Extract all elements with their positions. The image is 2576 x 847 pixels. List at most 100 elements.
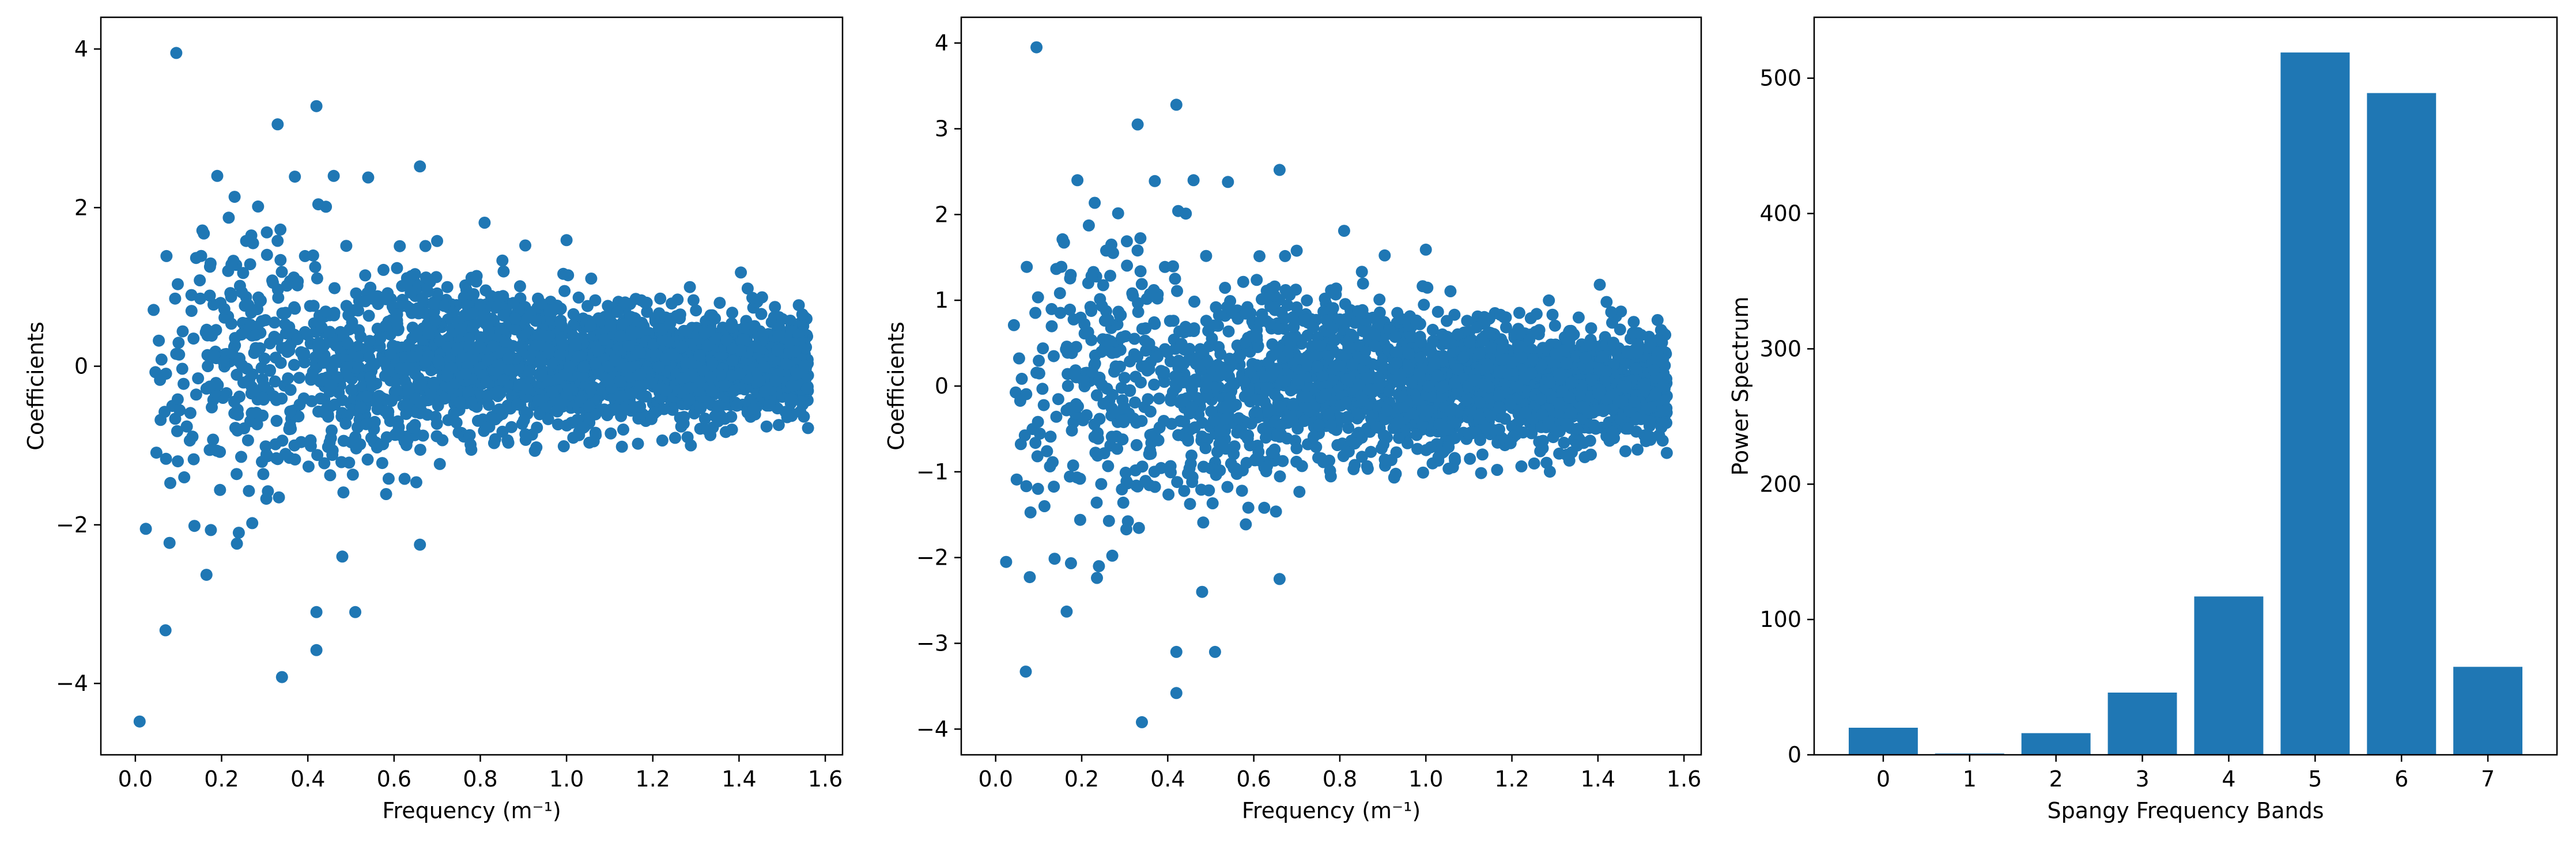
scatter-point	[414, 379, 426, 391]
scatter-point	[222, 211, 235, 224]
scatter-point	[1357, 277, 1369, 290]
scatter-point	[1282, 345, 1294, 357]
scatter-point	[1341, 336, 1353, 349]
scatter-point	[1355, 266, 1368, 278]
scatter-point	[535, 369, 547, 382]
scatter-point	[218, 302, 231, 315]
scatter-point	[176, 325, 189, 338]
scatter-point	[242, 298, 255, 311]
scatter-point	[658, 403, 670, 415]
scatter-point	[1130, 370, 1142, 383]
scatter-point	[1444, 285, 1457, 297]
scatter-point	[1037, 399, 1050, 411]
scatter-point	[1010, 473, 1023, 486]
scatter-point	[589, 357, 602, 370]
scatter-point	[622, 340, 634, 353]
scatter-point	[192, 372, 205, 385]
scatter-point	[474, 331, 487, 343]
scatter-point	[425, 387, 437, 399]
scatter-point	[1091, 572, 1103, 584]
scatter-point	[289, 453, 301, 466]
scatter-point	[454, 323, 467, 335]
scatter-point	[714, 369, 727, 381]
scatter-point	[465, 396, 478, 409]
x-tick-label: 0.0	[118, 766, 153, 792]
scatter-points	[133, 47, 814, 728]
scatter-point	[1268, 280, 1281, 293]
scatter-point	[1543, 294, 1555, 307]
scatter-point	[364, 335, 376, 347]
scatter-point	[1314, 339, 1327, 352]
scatter-point	[176, 362, 188, 375]
scatter-point	[791, 367, 803, 380]
scatter-point	[530, 441, 543, 453]
scatter-point	[1032, 291, 1044, 304]
scatter-point	[656, 334, 669, 346]
scatter-point	[555, 334, 568, 346]
scatter-point	[360, 418, 372, 430]
y-axis-label: Coefficients	[23, 322, 48, 451]
scatter-point	[467, 307, 479, 320]
scatter-point	[1021, 260, 1033, 273]
scatter-point	[720, 334, 733, 346]
scatter-point	[245, 407, 258, 419]
scatter-point	[492, 290, 505, 303]
scatter-point	[205, 524, 217, 536]
scatter-point	[1262, 405, 1274, 418]
scatter-point	[769, 301, 781, 313]
scatter-point	[1237, 275, 1249, 288]
scatter-point	[1242, 501, 1255, 514]
scatter-point	[258, 352, 271, 365]
scatter-point	[1139, 334, 1151, 347]
scatter-point	[1307, 430, 1320, 443]
scatter-point	[683, 281, 696, 293]
scatter-point	[164, 477, 176, 489]
x-tick-label: 1.2	[636, 766, 670, 792]
scatter-point	[1127, 289, 1139, 302]
scatter-point	[379, 320, 392, 332]
scatter-point	[1067, 459, 1079, 472]
scatter-point	[1134, 265, 1147, 278]
scatter-point	[260, 493, 273, 505]
scatter-point	[509, 312, 522, 325]
scatter-point	[481, 354, 494, 366]
scatter-point	[274, 223, 287, 236]
scatter-point	[497, 309, 510, 322]
scatter-point	[1064, 269, 1077, 281]
scatter-point	[1048, 553, 1061, 565]
scatter-point	[1270, 505, 1282, 518]
scatter-point	[1310, 441, 1323, 453]
scatter-point	[511, 398, 524, 411]
scatter-point	[463, 429, 476, 441]
scatter-point	[1128, 332, 1141, 345]
scatter-point	[1015, 372, 1028, 385]
scatter-point	[1007, 319, 1020, 331]
scatter-point	[1023, 571, 1036, 584]
scatter-point	[210, 444, 223, 457]
scatter-point	[406, 421, 418, 434]
scatter-point	[304, 434, 317, 447]
scatter-point	[577, 370, 590, 383]
scatter-point	[1476, 448, 1489, 461]
scatter-point	[1100, 244, 1112, 257]
scatter-point	[641, 305, 654, 318]
scatter-point	[255, 315, 268, 327]
scatter-point	[1205, 405, 1218, 418]
scatter-point	[752, 330, 765, 342]
scatter-point	[353, 350, 366, 363]
scatter-point	[317, 357, 330, 369]
scatter-point	[293, 372, 305, 384]
scatter-point	[319, 305, 332, 318]
scatter-point	[203, 380, 216, 393]
scatter-point	[1038, 500, 1051, 512]
scatter-point	[302, 460, 315, 473]
scatter-point	[350, 442, 362, 455]
scatter-point	[617, 423, 629, 436]
scatter-point	[518, 414, 530, 426]
scatter-point	[574, 395, 586, 408]
scatter-point	[1240, 518, 1252, 531]
scatter-point	[1078, 375, 1090, 387]
scatter-point	[256, 392, 269, 404]
scatter-point	[1158, 415, 1170, 427]
scatter-point	[158, 406, 171, 418]
